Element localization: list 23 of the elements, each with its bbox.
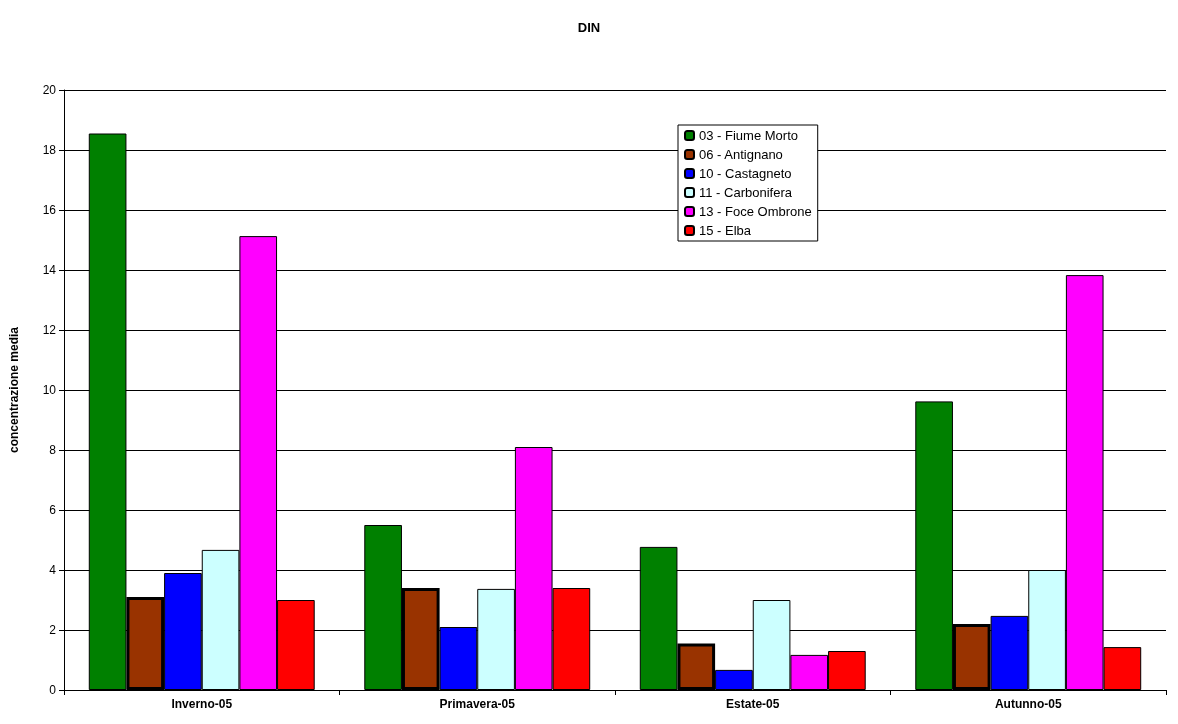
chart-title: DIN <box>577 20 601 35</box>
x-tick-label: Estate-05 <box>726 697 780 711</box>
y-tick-label: 16 <box>42 203 57 217</box>
x-tick-label: Primavera-05 <box>439 697 516 711</box>
y-tick-label: 6 <box>49 503 57 517</box>
x-tick-label: Inverno-05 <box>171 697 233 711</box>
y-tick-label: 8 <box>49 443 57 457</box>
legend-label: 06 - Antignano <box>699 147 783 162</box>
legend-label: 13 - Foce Ombrone <box>699 204 812 219</box>
y-tick-label: 20 <box>42 83 57 97</box>
y-tick-label: 12 <box>42 323 57 337</box>
legend-label: 10 - Castagneto <box>699 166 792 181</box>
y-tick-label: 14 <box>42 263 57 277</box>
y-tick-label: 18 <box>42 143 57 157</box>
legend-label: 03 - Fiume Morto <box>699 128 798 143</box>
legend-label: 11 - Carbonifera <box>699 185 793 200</box>
y-tick-label: 0 <box>49 683 57 697</box>
legend-label: 15 - Elba <box>699 223 752 238</box>
y-axis-title: concentrazione media <box>7 326 21 454</box>
y-tick-label: 4 <box>49 563 57 577</box>
x-tick-label: Autunno-05 <box>994 697 1062 711</box>
y-tick-label: 10 <box>42 383 57 397</box>
y-tick-label: 2 <box>49 623 57 637</box>
